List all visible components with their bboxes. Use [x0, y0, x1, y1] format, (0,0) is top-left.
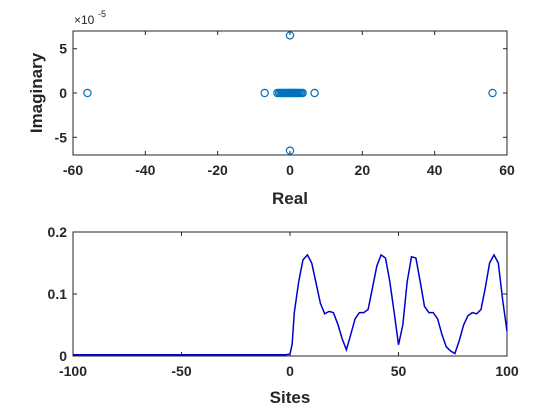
- pole-plot-y-tick-label: 5: [59, 41, 67, 57]
- pole-plot-x-tick-label: -20: [208, 162, 228, 178]
- pole-plot-x-tick-label: 40: [427, 162, 443, 178]
- pole-plot-exponent-power: -5: [98, 9, 106, 19]
- pole-marker: [260, 88, 269, 98]
- sites-plot-x-tick-label: 0: [286, 363, 294, 379]
- pole-plot-x-tick-label: -40: [135, 162, 155, 178]
- pole-marker: [488, 88, 497, 98]
- pole-plot-y-axis-label: Imaginary: [27, 52, 46, 133]
- sites-plot-y-tick-label: 0.1: [48, 286, 68, 302]
- sites-plot-x-ticks: -100 -50 0 50 100: [59, 232, 519, 379]
- pole-plot-x-tick-label: 20: [355, 162, 371, 178]
- sites-plot-x-tick-label: 50: [391, 363, 407, 379]
- sites-plot-x-tick-label: -50: [171, 363, 191, 379]
- pole-plot-y-tick-label: -5: [55, 129, 68, 145]
- pole-plot-y-ticks: -5 0 5: [55, 41, 507, 145]
- sites-plot-x-axis-label: Sites: [270, 388, 311, 407]
- sites-plot-y-ticks: 0 0.1 0.2: [48, 224, 507, 364]
- sites-plot-y-tick-label: 0.2: [48, 224, 68, 240]
- sites-plot-x-tick-label: 100: [495, 363, 519, 379]
- pole-plot-exponent-base: ×10: [74, 13, 95, 27]
- pole-marker: [285, 31, 295, 40]
- sites-plot-y-tick-label: 0: [59, 348, 67, 364]
- pole-plot-y-tick-label: 0: [59, 85, 67, 101]
- pole-plot-x-tick-label: -60: [63, 162, 83, 178]
- pole-marker: [310, 88, 319, 98]
- pole-plot-x-tick-label: 60: [499, 162, 515, 178]
- pole-plot-markers: [83, 31, 497, 155]
- pole-marker: [83, 88, 92, 98]
- sites-plot-x-tick-label: -100: [59, 363, 87, 379]
- pole-marker: [298, 88, 307, 98]
- sites-line-plot: -100 -50 0 50 100 0 0.1 0.2 Sites: [48, 224, 519, 407]
- pole-plot-x-axis-label: Real: [272, 189, 308, 208]
- pole-plot-x-tick-label: 0: [286, 162, 294, 178]
- pole-marker: [285, 146, 295, 155]
- pole-scatter-plot: -60 -40 -20 0 20 40 60 -5 0 5 ×10 -5 Real Imagin…: [27, 9, 515, 208]
- sites-plot-series-line: [73, 253, 508, 356]
